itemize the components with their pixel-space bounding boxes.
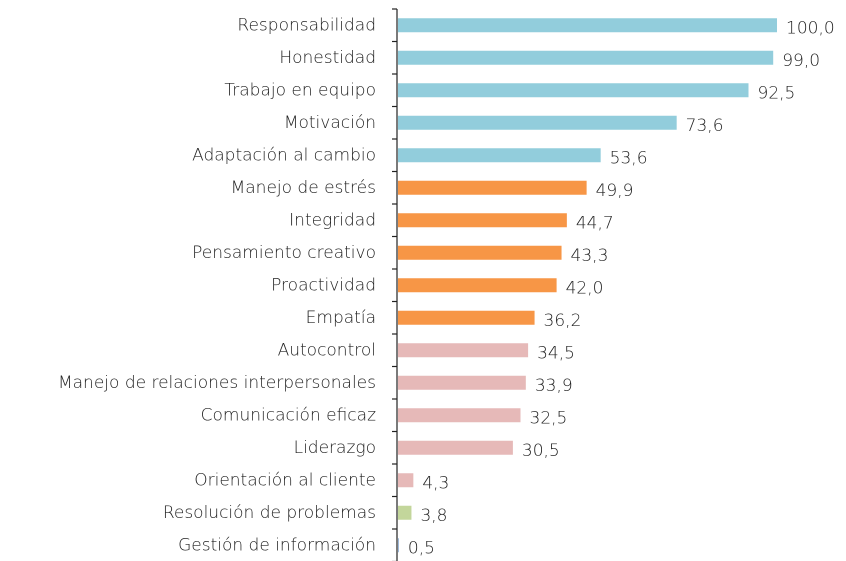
bar — [398, 505, 412, 520]
category-label: Liderazgo — [294, 438, 376, 458]
category-label: Adaptación al cambio — [192, 145, 376, 165]
value-label: 4,3 — [422, 473, 449, 493]
bar — [398, 115, 677, 130]
value-label: 53,6 — [610, 148, 648, 168]
category-label: Pensamiento creativo — [192, 243, 376, 263]
category-label: Motivación — [284, 113, 376, 133]
category-label: Responsabilidad — [237, 15, 376, 35]
bar — [398, 148, 601, 163]
category-label: Honestidad — [279, 48, 376, 68]
value-label: 32,5 — [530, 408, 568, 428]
value-label: 92,5 — [758, 83, 796, 103]
category-label: Proactividad — [271, 275, 376, 295]
bar — [398, 473, 414, 488]
value-label: 33,9 — [535, 376, 573, 396]
value-label: 42,0 — [566, 278, 604, 298]
bar — [398, 180, 587, 195]
category-label: Comunicación eficaz — [201, 405, 376, 425]
bar — [398, 408, 521, 423]
category-label: Integridad — [289, 210, 376, 230]
value-label: 99,0 — [782, 51, 820, 71]
bar — [398, 50, 774, 65]
value-label: 73,6 — [686, 116, 724, 136]
value-label: 100,0 — [786, 18, 835, 38]
category-label: Orientación al cliente — [194, 470, 376, 490]
value-label: 30,5 — [522, 441, 560, 461]
category-label: Trabajo en equipo — [224, 80, 376, 100]
value-label: 36,2 — [544, 311, 582, 331]
bar — [398, 343, 529, 358]
bar — [398, 375, 526, 390]
value-label: 3,8 — [420, 506, 447, 526]
category-label: Empatía — [306, 308, 376, 328]
value-label: 44,7 — [576, 213, 614, 233]
value-label: 43,3 — [571, 246, 609, 266]
value-label: 49,9 — [596, 181, 634, 201]
bar — [398, 278, 557, 293]
category-label: Autocontrol — [278, 340, 376, 360]
category-label: Manejo de relaciones interpersonales — [58, 373, 376, 393]
bar — [398, 538, 399, 553]
bar — [398, 213, 567, 228]
value-label: 0,5 — [408, 538, 435, 558]
value-label: 34,5 — [537, 343, 575, 363]
bar — [398, 310, 535, 325]
bar — [398, 83, 749, 98]
bar — [398, 245, 562, 260]
category-label: Gestión de información — [178, 535, 376, 555]
category-label: Manejo de estrés — [231, 178, 376, 198]
bar — [398, 440, 513, 455]
category-label: Resolución de problemas — [163, 503, 376, 523]
bar — [398, 18, 777, 33]
